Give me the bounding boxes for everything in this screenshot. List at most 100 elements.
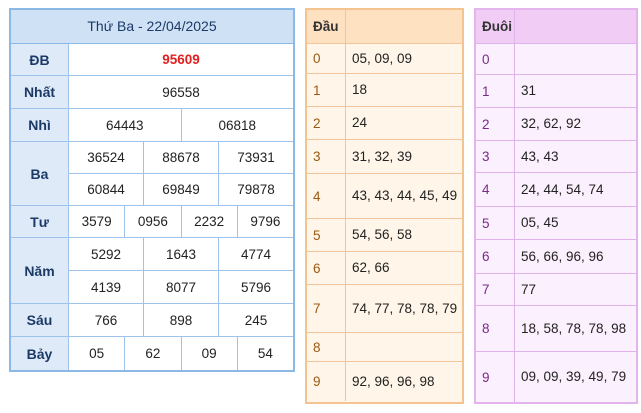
head-row: 3 31, 32, 39 bbox=[307, 140, 462, 174]
prize-number: 5292 bbox=[90, 246, 122, 262]
prize-number: 766 bbox=[94, 312, 118, 328]
head-digit: 0 bbox=[307, 44, 346, 73]
tail-row: 5 05, 45 bbox=[476, 207, 636, 240]
head-values: 54, 56, 58 bbox=[352, 227, 413, 242]
head-row: 4 43, 43, 44, 45, 49 bbox=[307, 174, 462, 219]
tail-digit: 2 bbox=[476, 108, 515, 140]
tail-digit: 9 bbox=[476, 352, 515, 402]
prize-number: 62 bbox=[124, 337, 180, 370]
prize-number: 245 bbox=[218, 304, 293, 336]
prize-line: 3579 0956 2232 9796 bbox=[69, 206, 293, 237]
tail-row: 8 18, 58, 78, 78, 98 bbox=[476, 306, 636, 352]
prize-values: 5292 1643 4774 4139 8077 5796 bbox=[69, 238, 293, 303]
head-row: 7 74, 77, 78, 78, 79 bbox=[307, 285, 462, 333]
head-digit: 7 bbox=[307, 285, 346, 332]
prize-number: 36524 bbox=[87, 150, 125, 165]
tail-row: 0 bbox=[476, 44, 636, 75]
head-values bbox=[346, 333, 462, 361]
tail-digit: 1 bbox=[476, 75, 515, 107]
results-title: Thứ Ba - 22/04/2025 bbox=[11, 10, 293, 44]
head-values: 62, 66 bbox=[352, 260, 390, 275]
head-rows: 0 05, 09, 09 1 18 2 24 3 31, 32, 39 4 43, 43, 44,… bbox=[307, 44, 462, 401]
tail-row: 9 09, 09, 39, 49, 79 bbox=[476, 352, 636, 402]
tail-values: 77 bbox=[521, 281, 537, 297]
head-values: 18 bbox=[352, 82, 368, 97]
tail-row: 2 32, 62, 92 bbox=[476, 108, 636, 141]
prize-row: Bảy 05 62 09 54 bbox=[11, 337, 293, 370]
tail-values bbox=[515, 44, 636, 74]
head-digit: 6 bbox=[307, 252, 346, 284]
prize-label: Sáu bbox=[11, 304, 69, 336]
prize-number: 69849 bbox=[143, 174, 218, 205]
prize-number: 54 bbox=[236, 337, 293, 370]
prize-row: Năm 5292 1643 4774 4139 8077 5796 bbox=[11, 238, 293, 304]
prize-line: 05 62 09 54 bbox=[69, 337, 293, 370]
prize-number: 1643 bbox=[143, 238, 218, 270]
prize-row: Ba 36524 88678 73931 60844 69849 79878 bbox=[11, 142, 293, 206]
head-values: 24 bbox=[352, 115, 368, 130]
prize-line: 95609 bbox=[69, 44, 293, 75]
head-row: 9 92, 96, 96, 98 bbox=[307, 362, 462, 401]
prize-number: 60844 bbox=[87, 182, 125, 197]
tail-digit: 3 bbox=[476, 141, 515, 172]
head-row: 5 54, 56, 58 bbox=[307, 219, 462, 252]
tail-row: 3 43, 43 bbox=[476, 141, 636, 173]
head-digit: 4 bbox=[307, 174, 346, 218]
head-values: 43, 43, 44, 45, 49 bbox=[352, 188, 458, 203]
head-panel-title: Đầu bbox=[307, 10, 346, 43]
head-row: 8 bbox=[307, 333, 462, 362]
tail-digit: 7 bbox=[476, 274, 515, 305]
head-panel-header: Đầu bbox=[307, 10, 462, 44]
prize-line: 5292 1643 4774 bbox=[69, 238, 293, 270]
tail-row: 6 56, 66, 96, 96 bbox=[476, 240, 636, 274]
tail-panel-header: Đuôi bbox=[476, 10, 636, 44]
tail-digit: 6 bbox=[476, 240, 515, 273]
prize-values: 95609 bbox=[69, 44, 293, 75]
tail-values: 56, 66, 96, 96 bbox=[521, 248, 604, 264]
prize-label: Năm bbox=[11, 238, 69, 303]
prize-number: 9796 bbox=[236, 206, 293, 237]
prize-row: Sáu 766 898 245 bbox=[11, 304, 293, 337]
prize-label: Nhì bbox=[11, 109, 69, 141]
head-row: 0 05, 09, 09 bbox=[307, 44, 462, 74]
tail-row: 7 77 bbox=[476, 274, 636, 306]
tail-values: 18, 58, 78, 78, 98 bbox=[521, 320, 627, 336]
head-values: 05, 09, 09 bbox=[352, 50, 413, 66]
prize-line: 64443 06818 bbox=[69, 109, 293, 141]
prize-line: 60844 69849 79878 bbox=[69, 173, 293, 205]
prize-number: 4774 bbox=[218, 238, 293, 270]
prize-line: 36524 88678 73931 bbox=[69, 142, 293, 173]
prize-line: 4139 8077 5796 bbox=[69, 270, 293, 303]
prize-rows: ĐB 95609 Nhất 96558 Nhì 64443 06818 Ba 36524 8867… bbox=[11, 44, 293, 370]
head-digit: 8 bbox=[307, 333, 346, 361]
prize-number: 2232 bbox=[180, 206, 237, 237]
tail-digit: 5 bbox=[476, 207, 515, 239]
head-row: 6 62, 66 bbox=[307, 252, 462, 285]
prize-label: Tư bbox=[11, 206, 69, 237]
tail-digit-panel: Đuôi 0 1 31 2 32, 62, 92 3 43, 43 4 24, 44, 54, … bbox=[474, 8, 638, 404]
prize-number: 5796 bbox=[218, 271, 293, 303]
tail-digit: 8 bbox=[476, 306, 515, 351]
tail-values: 05, 45 bbox=[521, 215, 559, 230]
prize-row: Nhất 96558 bbox=[11, 76, 293, 109]
tail-digit: 0 bbox=[476, 44, 515, 74]
prize-values: 64443 06818 bbox=[69, 109, 293, 141]
prize-number: 96558 bbox=[162, 84, 200, 100]
tail-values: 24, 44, 54, 74 bbox=[521, 181, 604, 197]
head-row: 2 24 bbox=[307, 107, 462, 140]
prize-number: 64443 bbox=[105, 117, 144, 133]
head-digit: 5 bbox=[307, 219, 346, 251]
prize-row: Tư 3579 0956 2232 9796 bbox=[11, 206, 293, 238]
tail-panel-header-blank bbox=[515, 10, 636, 43]
tail-values: 31 bbox=[521, 83, 537, 98]
prize-number: 88678 bbox=[143, 142, 218, 173]
head-digit: 3 bbox=[307, 140, 346, 173]
tail-panel-title: Đuôi bbox=[476, 10, 515, 43]
tail-values: 09, 09, 39, 49, 79 bbox=[521, 369, 627, 384]
head-values: 74, 77, 78, 78, 79 bbox=[352, 300, 458, 316]
prize-number: 4139 bbox=[90, 279, 122, 295]
lottery-results-table: Thứ Ba - 22/04/2025 ĐB 95609 Nhất 96558 Nhì 6… bbox=[9, 8, 295, 372]
prize-number: 79878 bbox=[218, 174, 293, 205]
prize-values: 05 62 09 54 bbox=[69, 337, 293, 370]
prize-number: 3579 bbox=[81, 214, 112, 229]
